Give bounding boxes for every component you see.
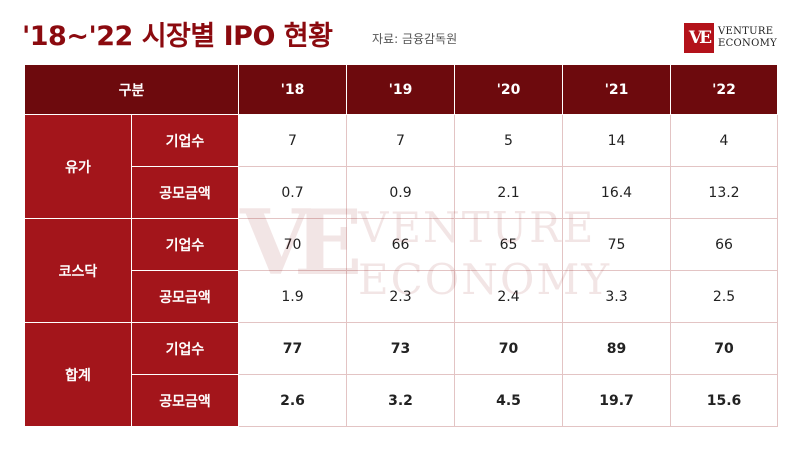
table-cell: 89 <box>562 322 671 375</box>
logo-text: VENTURE ECONOMY <box>718 26 777 50</box>
table-cell: 70 <box>454 322 563 375</box>
metric-label: 공모금액 <box>131 374 239 427</box>
table-row: 유가 기업수 7 7 5 14 4 <box>24 114 778 219</box>
table-cell: 66 <box>670 218 778 271</box>
metric-label: 기업수 <box>131 114 239 167</box>
table-cell: 70 <box>238 218 347 271</box>
source-note: 자료: 금융감독원 <box>372 32 458 46</box>
group-kosdaq: 코스닥 <box>24 218 132 323</box>
group-total: 합계 <box>24 322 132 427</box>
table-cell: 2.6 <box>238 374 347 427</box>
table-cell: 7 <box>238 114 347 167</box>
metric-label: 기업수 <box>131 322 239 375</box>
header-year-2022: '22 <box>670 64 778 115</box>
metric-label: 공모금액 <box>131 270 239 323</box>
table-cell: 14 <box>562 114 671 167</box>
table-cell: 73 <box>346 322 455 375</box>
table-cell: 2.3 <box>346 270 455 323</box>
table-cell: 3.3 <box>562 270 671 323</box>
table-cell: 2.5 <box>670 270 778 323</box>
table-cell: 4.5 <box>454 374 563 427</box>
header-year-2020: '20 <box>454 64 563 115</box>
table-cell: 3.2 <box>346 374 455 427</box>
table-cell: 13.2 <box>670 166 778 219</box>
table-row: 공모금액 0.7 0.9 2.1 16.4 13.2 <box>25 166 778 219</box>
logo-line-1: VENTURE <box>718 26 774 37</box>
header-year-2019: '19 <box>346 64 455 115</box>
table-cell: 0.9 <box>346 166 455 219</box>
table-cell: 70 <box>670 322 778 375</box>
logo-line-2: ECONOMY <box>718 38 778 49</box>
table-cell: 7 <box>346 114 455 167</box>
table-cell: 66 <box>346 218 455 271</box>
table-cell: 65 <box>454 218 563 271</box>
table-cell: 2.1 <box>454 166 563 219</box>
table-cell: 77 <box>238 322 347 375</box>
venture-economy-logo: VE VENTURE ECONOMY <box>684 22 777 54</box>
header-year-2021: '21 <box>562 64 671 115</box>
table-row: 합계 기업수 77 73 70 89 70 <box>24 322 778 427</box>
table-cell: 2.4 <box>454 270 563 323</box>
table-row: 코스닥 기업수 70 66 65 75 66 <box>24 218 778 323</box>
table-cell: 0.7 <box>238 166 347 219</box>
header-category: 구분 <box>24 64 239 115</box>
metric-label: 기업수 <box>131 218 239 271</box>
table-row: 공모금액 2.6 3.2 4.5 19.7 15.6 <box>25 374 778 427</box>
table-cell: 5 <box>454 114 563 167</box>
metric-label: 공모금액 <box>131 166 239 219</box>
table-cell: 16.4 <box>562 166 671 219</box>
group-kospi: 유가 <box>24 114 132 219</box>
table-cell: 1.9 <box>238 270 347 323</box>
table-header-row: 구분 '18 '19 '20 '21 '22 <box>24 64 778 115</box>
header-year-2018: '18 <box>238 64 347 115</box>
table-cell: 4 <box>670 114 778 167</box>
table-row: 공모금액 1.9 2.3 2.4 3.3 2.5 <box>25 270 778 323</box>
table-cell: 19.7 <box>562 374 671 427</box>
table-cell: 15.6 <box>670 374 778 427</box>
page-title: '18~'22 시장별 IPO 현황 <box>22 21 333 52</box>
ipo-table: 구분 '18 '19 '20 '21 '22 유가 기업수 7 7 5 14 4… <box>24 64 778 427</box>
logo-mark: VE <box>684 23 714 53</box>
table-cell: 75 <box>562 218 671 271</box>
